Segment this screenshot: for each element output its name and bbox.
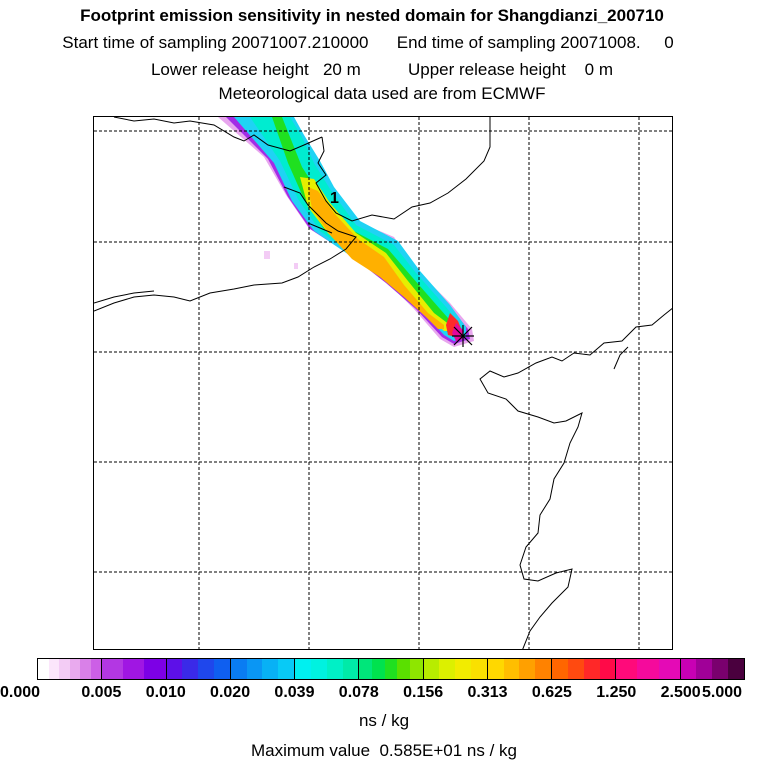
- plume-zone-green: [272, 117, 456, 334]
- colorbar-swatch: [616, 659, 638, 679]
- colorbar-swatch: [567, 659, 584, 679]
- receptor-site-marker: [452, 325, 474, 347]
- colorbar-swatch: [712, 659, 729, 679]
- maximum-value-label: Maximum value 0.585E+01 ns / kg: [251, 741, 517, 760]
- colorbar-swatch: [144, 659, 166, 679]
- colorbar-swatch: [69, 659, 81, 679]
- colorbar-tick-label: 0.010: [145, 684, 186, 701]
- colorbar-swatch: [166, 659, 183, 679]
- colorbar-swatch: [326, 659, 343, 679]
- colorbar-segment: [616, 659, 681, 679]
- colorbar-swatch: [213, 659, 230, 679]
- colorbar-swatch: [182, 659, 199, 679]
- colorbar-tick-label: 2.500: [660, 684, 701, 701]
- colorbar-swatch: [80, 659, 91, 679]
- colorbar-swatch: [38, 659, 49, 679]
- colorbar-swatch: [680, 659, 697, 679]
- sampling-time-line: Start time of sampling 20071007.210000 E…: [62, 33, 674, 52]
- colorbar-segment: [38, 659, 103, 679]
- plume-speckle: [264, 251, 270, 259]
- release-height-line: Lower release height 20 m Upper release …: [150, 60, 614, 79]
- colorbar-segment: [295, 659, 360, 679]
- colorbar-segment: [102, 659, 167, 679]
- colorbar-segment: [359, 659, 424, 679]
- colorbar-tick-label: 0.625: [531, 684, 572, 701]
- colorbar-swatch: [295, 659, 311, 679]
- colorbar-swatch: [262, 659, 279, 679]
- colorbar-swatch: [439, 659, 456, 679]
- plume-contour-label: 1: [330, 190, 339, 207]
- colorbar-swatch: [123, 659, 145, 679]
- plume-zone-orange: [308, 187, 444, 329]
- met-data-line: Meteorological data used are from ECMWF: [218, 84, 546, 103]
- colorbar-tick-label: 0.000: [0, 684, 41, 701]
- colorbar-tick-label: 5.000: [701, 684, 743, 701]
- colorbar-swatch: [342, 659, 359, 679]
- colorbar-swatch: [246, 659, 263, 679]
- colorbar-swatch: [310, 659, 327, 679]
- colorbar-swatch: [728, 659, 744, 679]
- colorbar-segment: [487, 659, 553, 679]
- colorbar-swatch: [503, 659, 520, 679]
- colorbar-segment: [166, 659, 231, 679]
- colorbar-swatch: [552, 659, 568, 679]
- colorbar-swatch: [102, 659, 124, 679]
- colorbar: [37, 658, 745, 680]
- colorbar-tick-label: 0.156: [403, 684, 444, 701]
- colorbar-segment: [552, 659, 617, 679]
- colorbar-tick-label: 0.005: [81, 684, 122, 701]
- colorbar-swatch: [583, 659, 600, 679]
- graticule: [94, 117, 672, 649]
- colorbar-swatch: [599, 659, 616, 679]
- colorbar-tick-label: 0.039: [274, 684, 315, 701]
- colorbar-unit: ns / kg: [358, 711, 410, 730]
- plume-speckle: [294, 263, 298, 269]
- colorbar-swatch: [487, 659, 504, 679]
- colorbar-swatch: [519, 659, 536, 679]
- colorbar-segment: [230, 659, 296, 679]
- colorbar-swatch: [696, 659, 713, 679]
- colorbar-swatch: [397, 659, 410, 679]
- colorbar-swatch: [384, 659, 398, 679]
- colorbar-swatch: [409, 659, 423, 679]
- colorbar-swatch: [371, 659, 385, 679]
- colorbar-swatch: [423, 659, 440, 679]
- colorbar-segment: [423, 659, 488, 679]
- colorbar-swatch: [278, 659, 295, 679]
- colorbar-swatch: [637, 659, 659, 679]
- colorbar-swatch: [59, 659, 70, 679]
- colorbar-swatch: [658, 659, 680, 679]
- footprint-map: [94, 117, 672, 649]
- colorbar-tick-label: 0.313: [467, 684, 508, 701]
- colorbar-swatch: [535, 659, 552, 679]
- colorbar-swatch: [48, 659, 60, 679]
- colorbar-tick-label: 0.020: [210, 684, 251, 701]
- colorbar-tick-label: 0.078: [338, 684, 379, 701]
- coastlines: [94, 117, 672, 649]
- colorbar-swatch: [90, 659, 102, 679]
- colorbar-tick-label: 1.250: [596, 684, 637, 701]
- colorbar-swatch: [198, 659, 214, 679]
- colorbar-swatch: [359, 659, 372, 679]
- map-title: Footprint emission sensitivity in nested…: [80, 6, 664, 25]
- colorbar-segment: [680, 659, 744, 679]
- colorbar-swatch: [455, 659, 472, 679]
- colorbar-swatch: [471, 659, 487, 679]
- map-panel: 1: [93, 116, 673, 650]
- colorbar-swatch: [230, 659, 247, 679]
